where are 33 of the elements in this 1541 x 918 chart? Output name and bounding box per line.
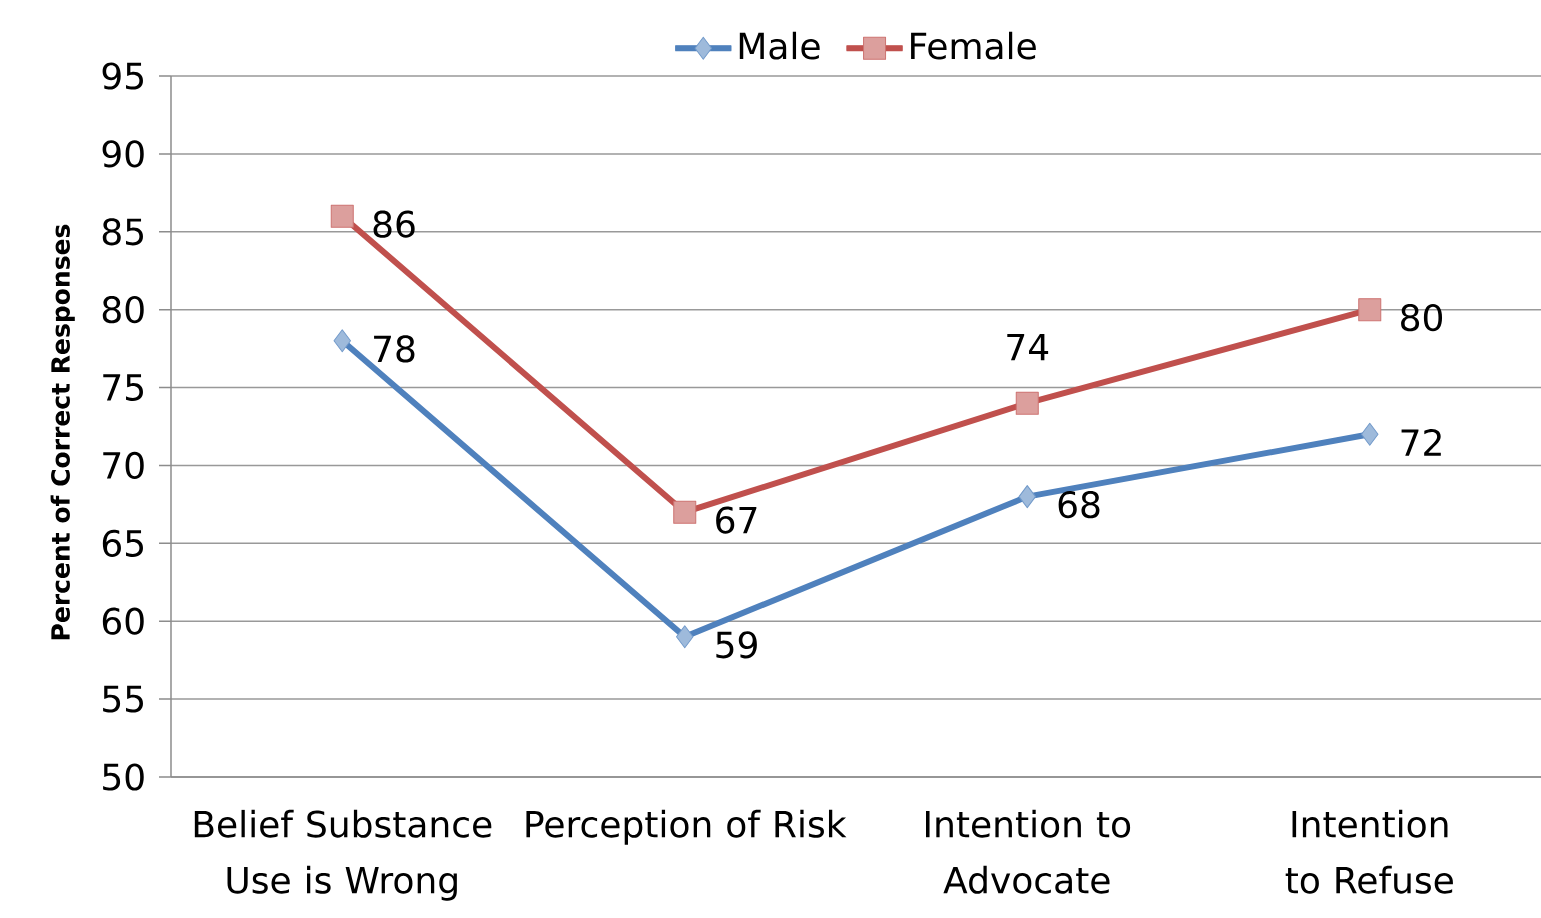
- y-tick-label: 60: [102, 607, 144, 635]
- data-label: 86: [373, 210, 415, 238]
- point: [330, 204, 354, 228]
- y-tick-label: 55: [103, 685, 143, 713]
- x-tick-label: Intention to Advocate: [925, 809, 1131, 894]
- y-tick-label: 50: [103, 763, 144, 791]
- legend-label: Male: [739, 31, 820, 60]
- legend-label: Female: [911, 31, 1036, 60]
- point: [673, 500, 697, 524]
- y-tick-label: 75: [103, 374, 143, 401]
- data-label: 78: [374, 335, 415, 363]
- x-tick-label: Intention to Refuse: [1285, 809, 1453, 894]
- y-tick-label: 65: [102, 529, 143, 557]
- data-label: 72: [1401, 428, 1441, 456]
- data-label: 68: [1058, 490, 1100, 519]
- data-label: 67: [716, 506, 757, 534]
- data-label: 74: [1007, 334, 1049, 361]
- point: [333, 329, 351, 353]
- y-tick-label: 95: [102, 62, 143, 90]
- point: [1358, 298, 1382, 322]
- data-label: 59: [716, 631, 757, 659]
- x-tick-label: Belief Substance Use is Wrong: [194, 809, 492, 901]
- point: [1018, 485, 1037, 509]
- point: [1015, 391, 1039, 415]
- y-tick-label: 70: [103, 451, 144, 480]
- y-axis-title: Percent of Correct Responses: [50, 224, 75, 640]
- y-tick-label: 90: [102, 140, 144, 168]
- x-tick-label: Perception of Risk: [526, 809, 847, 845]
- point: [676, 625, 694, 649]
- data-label: 80: [1401, 304, 1443, 332]
- point: [1361, 422, 1379, 446]
- y-tick-label: 85: [102, 218, 143, 246]
- y-tick-label: 80: [102, 296, 144, 324]
